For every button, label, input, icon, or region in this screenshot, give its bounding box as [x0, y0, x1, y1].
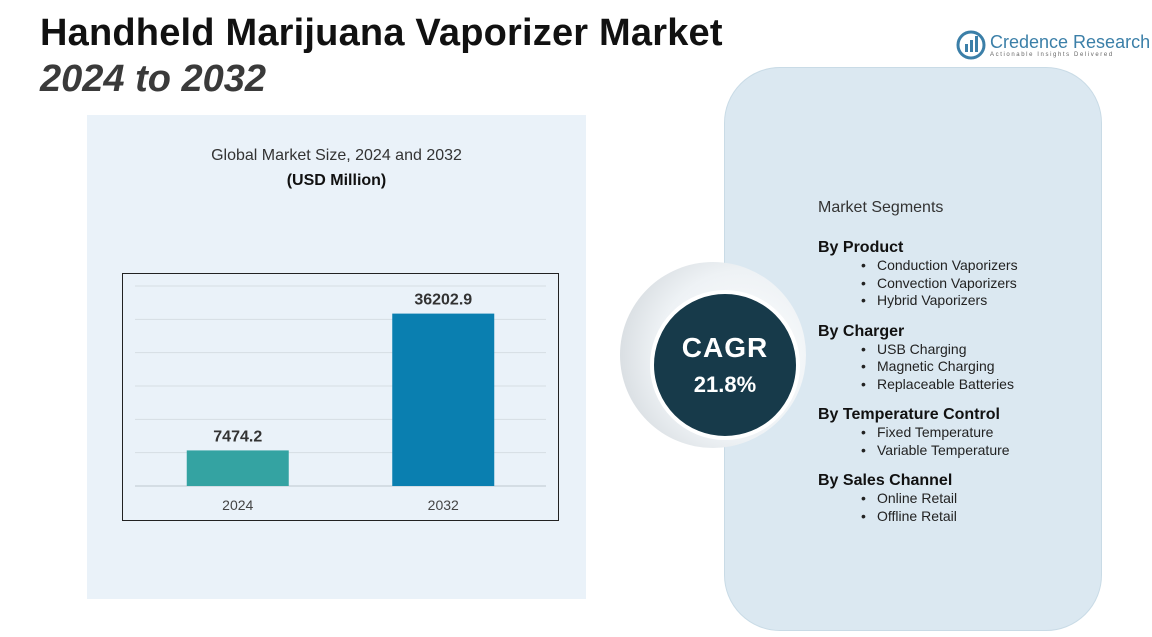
- market-size-chart-panel: Global Market Size, 2024 and 2032 (USD M…: [87, 115, 586, 599]
- segment-group-title: By Temperature Control: [818, 406, 1000, 423]
- segment-item: USB Charging: [818, 341, 1098, 359]
- segment-item: Hybrid Vaporizers: [818, 292, 1098, 310]
- page-subtitle: 2024 to 2032: [40, 58, 267, 100]
- segment-item: Magnetic Charging: [818, 358, 1098, 376]
- chart-unit: (USD Million): [286, 172, 387, 189]
- chart-title: Global Market Size, 2024 and 2032: [211, 147, 462, 164]
- segment-item: Convection Vaporizers: [818, 275, 1098, 293]
- segment-item: Variable Temperature: [818, 442, 1098, 460]
- brand-name: Credence Research: [990, 32, 1151, 52]
- segment-group-product: By Product Conduction Vaporizers Convect…: [818, 238, 1098, 310]
- segment-group-sales-channel: By Sales Channel Online Retail Offline R…: [818, 471, 1098, 525]
- x-tick-label: 2032: [428, 497, 459, 513]
- page-title: Handheld Marijuana Vaporizer Market: [40, 12, 723, 54]
- bar-2032: [392, 313, 495, 486]
- brand-logo[interactable]: Credence Research Actionable Insights De…: [956, 30, 1150, 64]
- segment-groups: By Product Conduction Vaporizers Convect…: [818, 238, 1098, 537]
- segment-item: Fixed Temperature: [818, 424, 1098, 442]
- segment-group-title: By Product: [818, 239, 904, 256]
- bar-chart: 7474.2 2024 36202.9 2032: [135, 285, 546, 513]
- segment-item: Online Retail: [818, 490, 1098, 508]
- bar-2024: [186, 450, 289, 486]
- credence-logo-icon: [956, 30, 986, 60]
- segment-group-temperature-control: By Temperature Control Fixed Temperature…: [818, 405, 1098, 459]
- chart-plot-area: 7474.2 2024 36202.9 2032: [122, 273, 559, 521]
- segment-group-charger: By Charger USB Charging Magnetic Chargin…: [818, 322, 1098, 394]
- segments-heading: Market Segments: [818, 199, 944, 216]
- x-tick-label: 2024: [222, 497, 253, 513]
- segment-item: Offline Retail: [818, 508, 1098, 526]
- data-label: 7474.2: [213, 428, 262, 445]
- brand-tagline: Actionable Insights Delivered: [990, 52, 1114, 58]
- cagr-label: CAGR: [681, 332, 769, 363]
- cagr-value: 21.8%: [693, 372, 757, 397]
- data-label: 36202.9: [414, 292, 472, 309]
- segment-item: Conduction Vaporizers: [818, 257, 1098, 275]
- segment-group-title: By Charger: [818, 322, 905, 340]
- segment-item: Replaceable Batteries: [818, 376, 1098, 394]
- segment-group-title: By Sales Channel: [818, 472, 953, 489]
- cagr-badge: CAGR 21.8%: [650, 290, 800, 440]
